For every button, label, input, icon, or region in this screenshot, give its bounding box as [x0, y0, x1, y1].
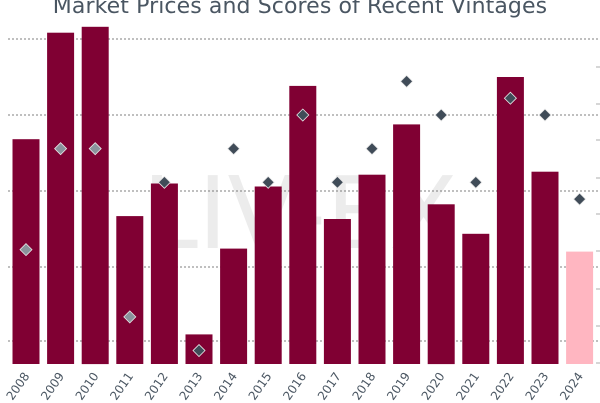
bar-2018 — [358, 174, 386, 364]
bar-2011 — [116, 216, 144, 364]
score-marker-2008 — [19, 243, 33, 257]
x-tick-label: 2021 — [453, 370, 482, 403]
chart-title: Market Prices and Scores of Recent Vinta… — [52, 0, 548, 19]
x-tick-label: 2024 — [557, 370, 586, 403]
score-marker-2010 — [88, 142, 102, 156]
x-tick-label: 2008 — [3, 370, 32, 403]
score-marker-2014 — [227, 142, 241, 156]
bar-2016 — [289, 85, 317, 365]
bar-2021 — [462, 233, 490, 364]
score-marker-2024 — [573, 192, 587, 206]
x-tick-label: 2019 — [384, 370, 413, 403]
score-marker-2021 — [469, 175, 483, 189]
bar-2015 — [254, 186, 282, 364]
score-marker-2018 — [365, 142, 379, 156]
bar-2012 — [150, 183, 178, 364]
x-tick-label: 2009 — [38, 370, 67, 403]
x-tick-label: 2015 — [246, 370, 275, 403]
x-tick-label: 2012 — [142, 370, 171, 403]
bar-2024 — [566, 251, 594, 364]
bar-2017 — [323, 219, 351, 364]
x-tick-label: 2011 — [107, 370, 136, 403]
score-marker-2023 — [538, 108, 552, 122]
bar-2020 — [427, 204, 455, 365]
x-tick-label: 2014 — [211, 370, 240, 403]
score-marker-2020 — [434, 108, 448, 122]
x-tick-label: 2017 — [315, 370, 344, 403]
score-marker-2022 — [503, 91, 517, 105]
bar-2019 — [393, 124, 421, 365]
x-tick-label: 2020 — [419, 370, 448, 403]
score-marker-2012 — [157, 175, 171, 189]
bar-2010 — [81, 26, 109, 365]
score-marker-2009 — [54, 142, 68, 156]
bar-2009 — [47, 32, 75, 364]
x-tick-label: 2016 — [280, 370, 309, 403]
bar-2014 — [220, 248, 248, 364]
score-marker-2011 — [123, 310, 137, 324]
score-marker-2016 — [296, 108, 310, 122]
bar-2023 — [531, 171, 559, 364]
x-tick-label: 2023 — [522, 370, 551, 403]
score-marker-2015 — [261, 175, 275, 189]
score-marker-2013 — [192, 343, 206, 358]
x-tick-label: 2013 — [176, 370, 205, 403]
x-tick-label: 2022 — [488, 370, 517, 403]
bar-2022 — [496, 77, 524, 364]
x-tick-label: 2010 — [73, 370, 102, 403]
score-marker-2019 — [400, 74, 414, 88]
score-marker-2017 — [330, 175, 344, 189]
x-tick-label: 2018 — [349, 370, 378, 403]
